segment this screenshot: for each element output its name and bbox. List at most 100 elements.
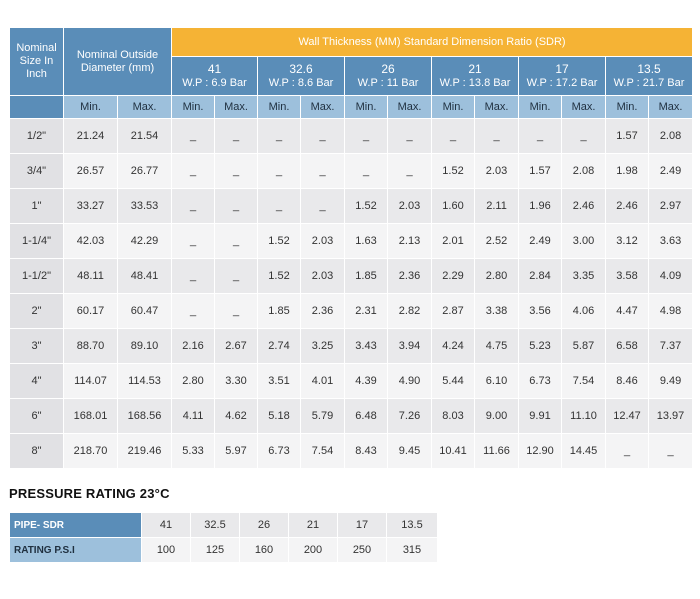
sdr-working-pressure: W.P : 11 Bar: [357, 77, 419, 89]
wall-thickness-cell: 2.03: [387, 188, 433, 224]
od-max-cell: 42.29: [116, 223, 173, 259]
wall-thickness-cell: 2.29: [431, 258, 476, 294]
wall-thickness-cell: 3.38: [474, 293, 520, 329]
wall-thickness-cell: 6.73: [518, 363, 563, 399]
wall-thickness-cell: _: [257, 118, 302, 154]
wall-thickness-cell: _: [214, 118, 259, 154]
table-row: 2" 60.17 60.47 _ _ 1.85 2.36 2.31 2.82 2.87 3.38 3.…: [9, 293, 694, 329]
wall-thickness-cell: 2.49: [648, 153, 694, 189]
rating-psi-value: 250: [337, 537, 387, 563]
nominal-size-cell: 3": [9, 328, 64, 364]
wall-thickness-cell: 2.36: [300, 293, 346, 329]
max-header: Max.: [561, 95, 607, 119]
rating-psi-value: 125: [190, 537, 240, 563]
wall-thickness-cell: 4.98: [648, 293, 694, 329]
od-min-cell: 26.57: [63, 153, 118, 189]
wall-thickness-cell: 4.62: [214, 398, 259, 434]
wall-thickness-cell: 3.35: [561, 258, 607, 294]
wall-thickness-cell: 4.24: [431, 328, 476, 364]
wall-thickness-cell: _: [171, 223, 216, 259]
wall-thickness-cell: _: [171, 258, 216, 294]
wall-thickness-cell: _: [214, 153, 259, 189]
wall-thickness-cell: 2.87: [431, 293, 476, 329]
wall-thickness-cell: 5.33: [171, 433, 216, 469]
sdr-header-3: 21 W.P : 13.8 Bar: [431, 56, 520, 96]
od-max-cell: 33.53: [116, 188, 173, 224]
wall-thickness-cell: _: [214, 293, 259, 329]
wall-thickness-cell: 4.01: [300, 363, 346, 399]
max-header: Max.: [648, 95, 694, 119]
min-header: Min.: [518, 95, 563, 119]
wall-thickness-cell: _: [431, 118, 476, 154]
wall-thickness-cell: 1.60: [431, 188, 476, 224]
wall-thickness-cell: 1.57: [518, 153, 563, 189]
wall-thickness-cell: 7.54: [300, 433, 346, 469]
wall-thickness-cell: _: [257, 188, 302, 224]
wall-thickness-cell: 14.45: [561, 433, 607, 469]
sdr-working-pressure: W.P : 21.7 Bar: [613, 77, 685, 89]
od-min-cell: 88.70: [63, 328, 118, 364]
max-header: Max.: [214, 95, 259, 119]
wall-thickness-cell: 1.85: [344, 258, 389, 294]
min-header: Min.: [63, 95, 118, 119]
max-header: Max.: [300, 95, 346, 119]
sdr-header-2: 26 W.P : 11 Bar: [344, 56, 433, 96]
sdr-working-pressure: W.P : 6.9 Bar: [182, 77, 247, 89]
wall-thickness-cell: 6.73: [257, 433, 302, 469]
table-row: 1-1/4" 42.03 42.29 _ _ 1.52 2.03 1.63 2.13 2.01 2.…: [9, 223, 694, 259]
wall-thickness-cell: 2.97: [648, 188, 694, 224]
wall-thickness-cell: _: [300, 188, 346, 224]
wall-thickness-cell: 2.80: [474, 258, 520, 294]
wall-thickness-cell: 4.09: [648, 258, 694, 294]
min-header: Min.: [431, 95, 476, 119]
sdr-working-pressure: W.P : 17.2 Bar: [526, 77, 598, 89]
wall-thickness-cell: 5.79: [300, 398, 346, 434]
wall-thickness-cell: 2.31: [344, 293, 389, 329]
table-row: 3/4" 26.57 26.77 _ _ _ _ _ _ 1.52 2.03 1.57 2.08 1.98…: [9, 153, 694, 189]
wall-thickness-cell: 7.54: [561, 363, 607, 399]
wall-thickness-cell: 3.30: [214, 363, 259, 399]
wall-thickness-cell: 1.98: [605, 153, 650, 189]
sdr-ratio: 13.5: [637, 62, 661, 76]
wall-thickness-cell: _: [171, 118, 216, 154]
wall-thickness-cell: 5.44: [431, 363, 476, 399]
wall-thickness-cell: 13.97: [648, 398, 694, 434]
wall-thickness-cell: 5.18: [257, 398, 302, 434]
nominal-size-cell: 2": [9, 293, 64, 329]
pressure-rating-title: PRESSURE RATING 23°C: [9, 486, 170, 501]
nominal-size-cell: 1-1/4": [9, 223, 64, 259]
wall-thickness-cell: _: [344, 153, 389, 189]
wall-thickness-cell: 9.00: [474, 398, 520, 434]
wall-thickness-cell: 2.80: [171, 363, 216, 399]
max-header: Max.: [387, 95, 433, 119]
wall-thickness-cell: 2.49: [518, 223, 563, 259]
od-min-cell: 60.17: [63, 293, 118, 329]
wall-thickness-cell: _: [387, 118, 433, 154]
wall-thickness-cell: 1.96: [518, 188, 563, 224]
wall-thickness-cell: 1.52: [257, 223, 302, 259]
wall-thickness-cell: _: [171, 293, 216, 329]
wall-thickness-cell: 2.67: [214, 328, 259, 364]
nominal-size-cell: 3/4": [9, 153, 64, 189]
min-header: Min.: [344, 95, 389, 119]
wall-thickness-cell: 2.11: [474, 188, 520, 224]
wall-thickness-cell: 10.41: [431, 433, 476, 469]
wall-thickness-cell: 8.03: [431, 398, 476, 434]
wall-thickness-cell: _: [214, 258, 259, 294]
wall-thickness-cell: 4.75: [474, 328, 520, 364]
wall-thickness-cell: _: [214, 223, 259, 259]
rating-psi-label: RATING P.S.I: [9, 537, 142, 563]
wall-thickness-cell: 4.39: [344, 363, 389, 399]
table-row: 6" 168.01 168.56 4.11 4.62 5.18 5.79 6.48 7.26 8.…: [9, 398, 694, 434]
od-max-cell: 26.77: [116, 153, 173, 189]
rating-psi-value: 100: [141, 537, 191, 563]
od-min-cell: 218.70: [63, 433, 118, 469]
wall-thickness-cell: _: [300, 153, 346, 189]
wall-thickness-cell: _: [300, 118, 346, 154]
wall-thickness-cell: 8.43: [344, 433, 389, 469]
max-header: Max.: [474, 95, 520, 119]
pipe-sdr-value: 17: [337, 512, 387, 538]
wall-thickness-cell: _: [214, 188, 259, 224]
od-min-cell: 168.01: [63, 398, 118, 434]
wall-thickness-cell: 2.08: [648, 118, 694, 154]
